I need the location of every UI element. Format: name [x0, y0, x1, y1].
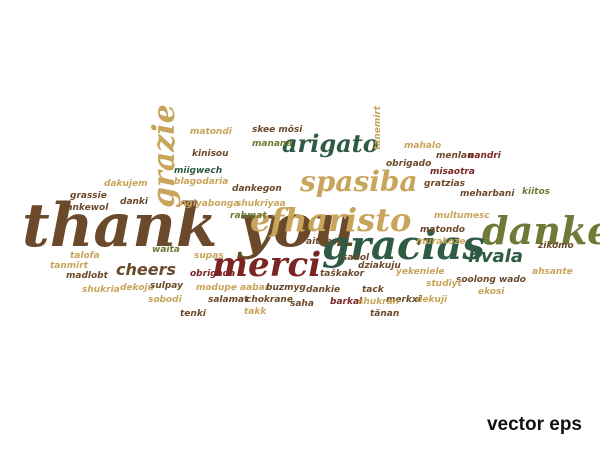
word-23: kiitos: [522, 187, 550, 197]
word-58: taškakor: [320, 269, 365, 279]
word-34: matondo: [420, 225, 465, 235]
word-26: dankewol: [60, 203, 109, 213]
word-1: efharisto: [250, 201, 412, 239]
word-22: gratzias: [424, 179, 466, 189]
word-19: menlau: [436, 151, 474, 161]
word-33: multumesc: [434, 211, 490, 221]
word-39: tanmirt: [50, 261, 88, 271]
word-40: talofa: [70, 251, 100, 261]
word-27: danki: [120, 197, 148, 207]
word-6: arigato: [282, 129, 379, 158]
word-46: supas: [194, 251, 224, 261]
word-25: grassie: [70, 191, 107, 201]
word-67: dekuji: [416, 295, 448, 305]
word-28: dankegon: [232, 184, 282, 194]
word-36: zikomo: [538, 241, 574, 251]
word-43: shukria: [82, 285, 120, 295]
word-35: murakoze: [416, 237, 466, 247]
word-60: merkxi: [386, 295, 421, 305]
word-45: obrigada: [190, 269, 236, 279]
word-14: miigwech: [174, 166, 223, 176]
word-12: matondi: [190, 127, 232, 137]
word-47: sulpay: [150, 281, 183, 291]
word-31: rahmat: [230, 211, 267, 221]
word-10: skee môsi: [252, 125, 303, 135]
word-16: tanemirt: [373, 105, 383, 150]
word-7: grazie: [147, 104, 182, 208]
word-32: meharbani: [460, 189, 515, 199]
word-61: dziakuju: [358, 261, 401, 271]
footer-label: vector eps: [486, 414, 582, 435]
word-30: ngiyabonga: [180, 199, 240, 209]
word-41: madlobt: [66, 271, 108, 281]
word-52: aabar: [240, 283, 270, 293]
word-8: cheers: [116, 260, 176, 279]
word-3: gracias: [322, 222, 485, 269]
word-11: manana: [252, 139, 293, 149]
word-0: thank you: [22, 191, 357, 261]
word-49: modupe: [196, 283, 237, 293]
word-2: danke: [482, 208, 600, 253]
word-29: shukriyaa: [236, 199, 286, 209]
word-44: dekoju: [120, 283, 154, 293]
word-37: ahsante: [532, 267, 573, 277]
word-24: dakujem: [104, 179, 148, 189]
word-9: hvala: [468, 246, 524, 267]
word-65: shukran: [358, 297, 400, 307]
word-53: buzmyg: [266, 283, 306, 293]
word-15: blagodaria: [174, 177, 229, 187]
word-62: yekeniele: [396, 267, 445, 277]
word-21: misaotra: [430, 167, 475, 177]
word-64: barkal: [330, 297, 363, 307]
word-18: obrigado: [386, 159, 432, 169]
word-70: ekosi: [478, 287, 505, 297]
word-63: studiyt: [426, 279, 462, 289]
word-13: kinisou: [192, 149, 229, 159]
word-55: takk: [244, 307, 267, 317]
word-48: sobodi: [148, 295, 182, 305]
word-50: salamat: [208, 295, 249, 305]
word-57: sadol: [342, 253, 370, 263]
word-42: waita: [152, 245, 180, 255]
word-68: aitäh: [306, 237, 332, 247]
word-66: tänan: [370, 309, 400, 319]
word-20: nandri: [468, 151, 501, 161]
word-56: saha: [290, 299, 314, 309]
word-4: merci: [212, 245, 322, 285]
word-17: mahalo: [404, 141, 442, 151]
word-51: chokrane: [246, 295, 293, 305]
word-69: dankie: [306, 285, 341, 295]
word-38: soolong wado: [456, 275, 526, 285]
word-59: tack: [362, 285, 384, 295]
word-54: tenki: [180, 309, 206, 319]
word-5: spasiba: [300, 165, 418, 198]
